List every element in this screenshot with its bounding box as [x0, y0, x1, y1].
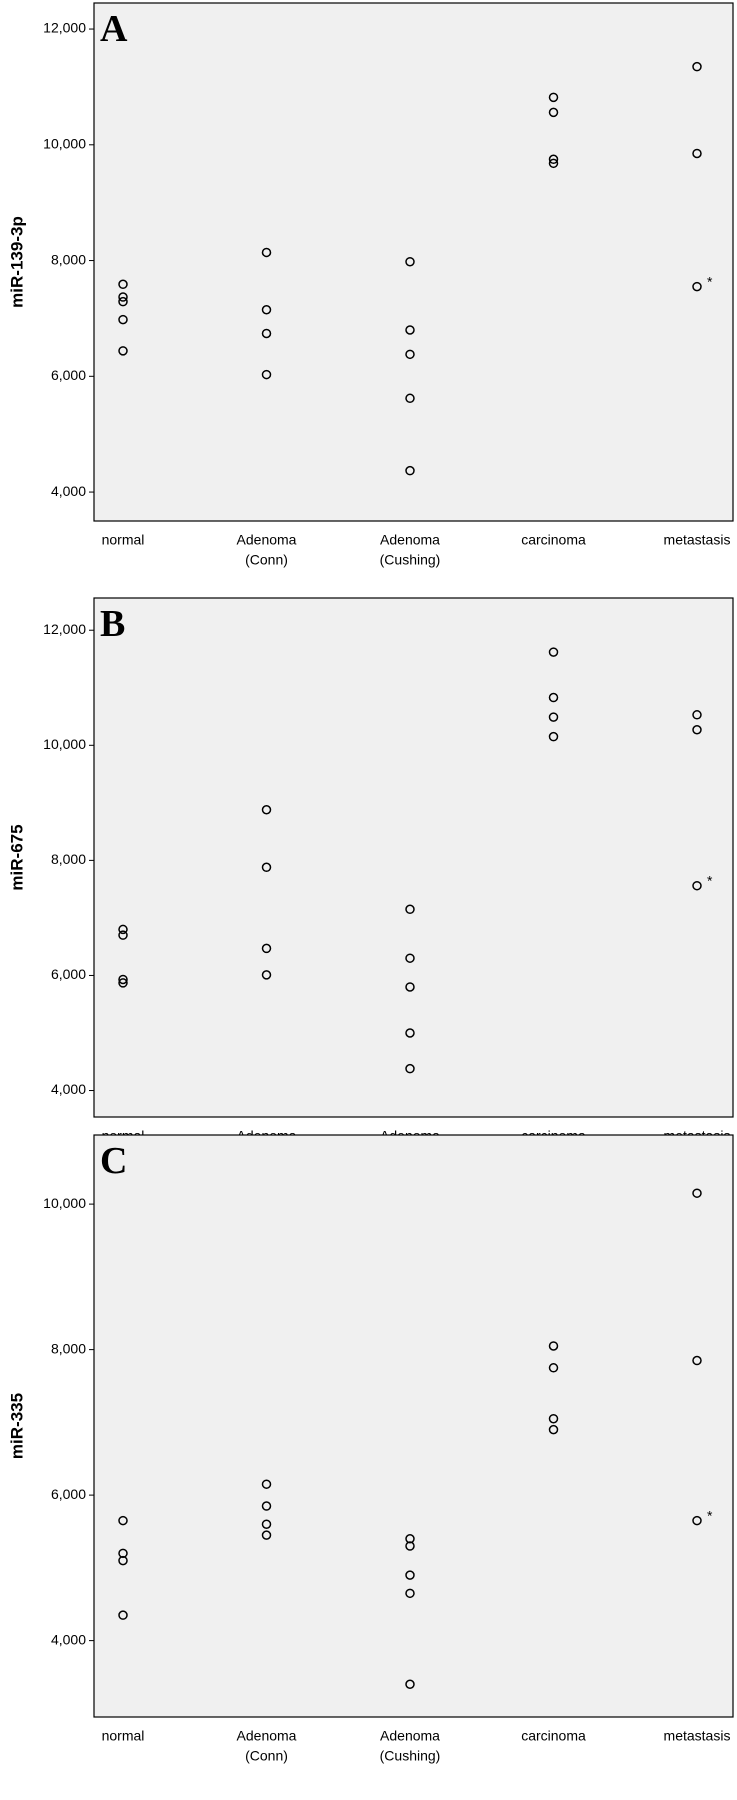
panel-label: A: [100, 8, 128, 50]
panel-label: B: [100, 603, 125, 645]
data-point: [261, 1519, 272, 1529]
data-point: [548, 1413, 559, 1424]
data-point: [692, 1188, 702, 1198]
data-point: [261, 369, 272, 380]
data-point: [118, 1515, 128, 1526]
data-point: [405, 904, 415, 915]
data-point: [261, 328, 272, 339]
data-point: [692, 148, 702, 159]
data-point: [405, 325, 415, 335]
data-point: [261, 247, 272, 258]
data-point: [405, 1679, 415, 1690]
data-point: [405, 393, 415, 404]
x-tick-label: Adenoma: [380, 532, 440, 548]
data-point: [405, 465, 415, 476]
data-point: [692, 61, 702, 72]
data-point: [548, 692, 559, 703]
x-tick-label: normal: [102, 1728, 145, 1744]
data-point: [261, 970, 272, 980]
y-axis-title: miR-335: [7, 1393, 26, 1459]
data-point: [118, 1555, 128, 1566]
data-point: [118, 930, 128, 940]
y-axis-title: miR-139-3p: [7, 216, 26, 308]
y-tick-label: 10,000: [43, 1195, 86, 1211]
data-point: [405, 1588, 415, 1599]
y-tick-label: 8,000: [51, 251, 86, 267]
x-tick-label: carcinoma: [521, 1728, 586, 1744]
data-point: [261, 943, 272, 954]
x-tick-label: carcinoma: [521, 532, 586, 548]
data-point: [261, 862, 272, 873]
y-tick-label: 4,000: [51, 1631, 86, 1647]
data-point: [261, 304, 272, 315]
data-point: [548, 158, 559, 169]
x-tick-label: Adenoma: [380, 1728, 440, 1744]
annotation: *: [707, 273, 713, 289]
data-point: [692, 1355, 702, 1366]
y-tick-label: 4,000: [51, 483, 86, 499]
annotation: *: [707, 872, 713, 888]
x-tick-label: (Cushing): [380, 552, 441, 568]
data-point: [118, 314, 128, 325]
data-point: [548, 1424, 559, 1435]
data-point: [118, 1610, 128, 1620]
data-point: [405, 1063, 415, 1074]
plot-area: [93, 597, 734, 1118]
data-point: [405, 953, 415, 963]
data-point: [405, 256, 415, 267]
data-point: [692, 710, 702, 720]
data-point: [118, 279, 128, 290]
y-tick-label: 12,000: [43, 20, 86, 36]
y-tick-label: 6,000: [51, 1486, 86, 1502]
x-tick-label: (Conn): [245, 1748, 288, 1764]
x-tick-label: (Conn): [245, 552, 288, 568]
data-point: [548, 731, 559, 742]
x-tick-label: Adenoma: [237, 1728, 297, 1744]
data-point: [118, 292, 128, 302]
data-point: [692, 880, 702, 891]
data-point: [405, 1570, 415, 1580]
data-point: [118, 296, 128, 307]
x-tick-label: (Cushing): [380, 1748, 441, 1764]
y-tick-label: 6,000: [51, 367, 86, 383]
annotation: *: [707, 1507, 713, 1523]
data-point: [118, 974, 128, 985]
data-point: [548, 712, 559, 722]
data-point: [548, 1341, 559, 1351]
y-tick-label: 10,000: [43, 136, 86, 152]
data-point: [692, 281, 702, 292]
data-point: [548, 154, 559, 165]
data-point: [405, 349, 415, 360]
y-axis-title: miR-675: [7, 824, 26, 890]
data-point: [548, 1363, 559, 1373]
data-point: [405, 1028, 415, 1038]
x-tick-label: normal: [102, 532, 145, 548]
data-point: [405, 982, 415, 992]
data-point: [118, 924, 128, 935]
y-tick-label: 12,000: [43, 621, 86, 637]
x-tick-label: metastasis: [664, 532, 731, 548]
data-point: [405, 1541, 415, 1551]
data-point: [261, 1501, 272, 1511]
data-point: [261, 1479, 272, 1489]
data-point: [261, 804, 272, 815]
y-tick-label: 8,000: [51, 1340, 86, 1356]
data-point: [118, 346, 128, 356]
data-point: [548, 647, 559, 657]
x-tick-label: Adenoma: [237, 532, 297, 548]
y-tick-label: 10,000: [43, 736, 86, 752]
y-tick-label: 8,000: [51, 851, 86, 867]
data-point: [261, 1530, 272, 1540]
panel-label: C: [100, 1140, 127, 1182]
y-tick-label: 4,000: [51, 1081, 86, 1097]
data-point: [692, 725, 702, 735]
data-point: [118, 978, 128, 988]
data-point: [548, 92, 559, 103]
data-point: [692, 1515, 702, 1526]
y-tick-label: 6,000: [51, 966, 86, 982]
x-tick-label: metastasis: [664, 1728, 731, 1744]
data-point: [548, 107, 559, 118]
plot-area: [93, 1134, 734, 1718]
